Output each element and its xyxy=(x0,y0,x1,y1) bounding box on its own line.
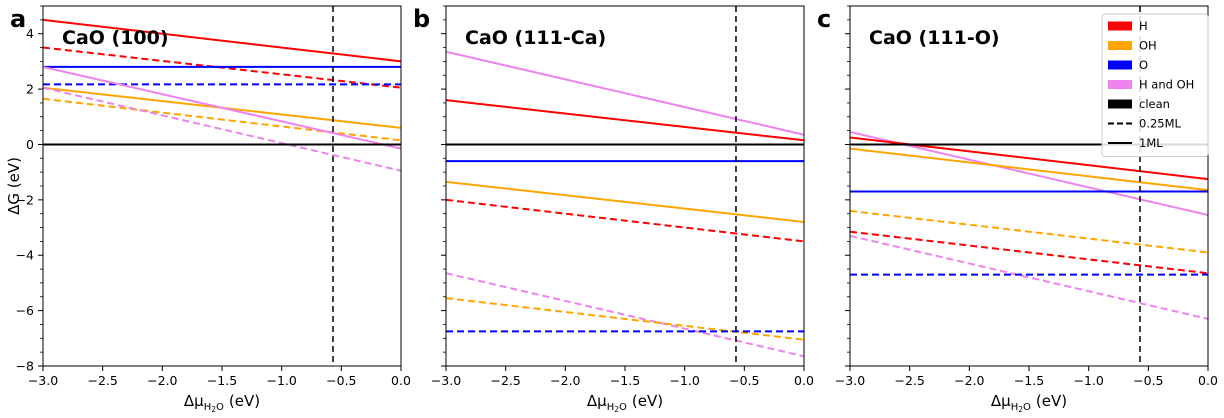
series-h-025ml-line xyxy=(446,198,804,243)
legend-oh-swatch xyxy=(1108,41,1132,50)
x-tick-label: −3.0 xyxy=(431,373,461,388)
legend-h-and-oh-label: H and OH xyxy=(1139,78,1194,92)
x-tick-label: 0.0 xyxy=(1198,373,1218,388)
x-tick-label: −2.0 xyxy=(550,373,580,388)
x-axis-label-main: Δμ xyxy=(184,392,204,410)
y-tick-label: −8 xyxy=(16,359,34,374)
panel-letter: c xyxy=(817,5,831,33)
series-oh-025ml-line xyxy=(43,97,401,142)
x-tick-label: 0.0 xyxy=(391,373,411,388)
legend-025ml-item: 0.25ML xyxy=(1108,117,1182,131)
x-axis-label-sub3: O xyxy=(216,402,224,413)
x-tick-label: −1.5 xyxy=(207,373,237,388)
x-tick-label: −1.5 xyxy=(610,373,640,388)
legend-1ml-label: 1ML xyxy=(1139,136,1163,150)
x-axis-label-sub: H xyxy=(204,402,212,413)
plot-area xyxy=(43,6,401,366)
legend-oh-label: OH xyxy=(1139,39,1157,53)
y-tick-label: −2 xyxy=(16,192,34,207)
x-axis-label-main: Δμ xyxy=(991,392,1011,410)
x-tick-label: −2.0 xyxy=(147,373,177,388)
legend-oh-item: OH xyxy=(1108,39,1157,53)
x-tick-label: −1.0 xyxy=(266,373,296,388)
y-tick-label: 2 xyxy=(26,82,34,97)
series-h-and-oh-1ml-line xyxy=(446,50,804,136)
series-oh-025ml-line xyxy=(446,297,804,341)
x-tick-label: 0.0 xyxy=(794,373,814,388)
x-axis-label-unit: (eV) xyxy=(229,392,260,410)
series-h-and-oh-1ml-line xyxy=(850,131,1208,217)
legend-clean-swatch xyxy=(1108,99,1132,109)
series-h-and-oh-1ml-line xyxy=(43,65,401,150)
y-tick-label: −4 xyxy=(16,248,34,263)
legend-o-label: O xyxy=(1139,58,1148,72)
legend-h-label: H xyxy=(1139,19,1148,33)
legend-h-swatch xyxy=(1108,21,1132,31)
x-axis-label-main: Δμ xyxy=(587,392,607,410)
x-tick-label: −2.5 xyxy=(87,373,117,388)
x-axis-label-sub3: O xyxy=(619,402,627,413)
series-oh-025ml-line xyxy=(850,209,1208,254)
panel-title: CaO (111-Ca) xyxy=(465,27,606,49)
panel-a: −3.0 −2.5 −2.0 −1.5 −1.0 −0.5 0.0 −8 −6 −4 −2 0 2 4 ΔG… xyxy=(5,5,411,414)
series-oh-1ml-line xyxy=(446,180,804,223)
x-axis-label: ΔμH2O (eV) xyxy=(184,392,260,414)
x-axis-label-sub2: 2 xyxy=(211,405,216,414)
x-axis-label-sub3: O xyxy=(1023,402,1031,413)
legend: H OH O H and OH clean 0.25ML 1ML xyxy=(1101,13,1209,157)
y-tick-label: −6 xyxy=(16,303,34,318)
x-tick-label: −1.0 xyxy=(669,373,699,388)
panel-letter: a xyxy=(10,5,26,33)
legend-025ml-label: 0.25ML xyxy=(1139,117,1182,131)
x-tick-label: −1.0 xyxy=(1073,373,1103,388)
x-axis-label: ΔμH2O (eV) xyxy=(991,392,1067,414)
legend-h-and-oh-swatch xyxy=(1108,80,1132,89)
legend-clean-item: clean xyxy=(1108,97,1170,111)
axes-frame xyxy=(445,5,805,367)
series-h-and-oh-025ml-line xyxy=(43,86,401,172)
x-tick-label: −2.0 xyxy=(954,373,984,388)
series-h-1ml-line xyxy=(446,99,804,142)
x-tick-label: −2.5 xyxy=(894,373,924,388)
legend-h-item: H xyxy=(1108,19,1148,33)
y-axis-label: ΔG (eV) xyxy=(5,157,23,215)
series-h-025ml-line xyxy=(850,230,1208,275)
x-axis-label-sub: H xyxy=(1011,402,1019,413)
y-tick-label: 4 xyxy=(26,26,34,41)
axes-frame xyxy=(42,5,402,367)
legend-o-item: O xyxy=(1108,58,1148,72)
x-tick-label: −1.5 xyxy=(1014,373,1044,388)
x-axis-label-sub2: 2 xyxy=(1018,405,1023,414)
x-tick-label: −3.0 xyxy=(28,373,58,388)
series-h-1ml-line xyxy=(43,18,401,63)
legend-o-swatch xyxy=(1108,60,1132,70)
legend-1ml-item: 1ML xyxy=(1108,136,1163,150)
x-tick-label: −0.5 xyxy=(1133,373,1163,388)
x-axis-label-unit: (eV) xyxy=(632,392,663,410)
x-tick-label: −3.0 xyxy=(835,373,865,388)
plot-area xyxy=(446,6,804,366)
y-tick-label: 0 xyxy=(26,137,34,152)
series-oh-1ml-line xyxy=(850,147,1208,192)
legend-clean-label: clean xyxy=(1139,97,1170,111)
x-axis-label-sub: H xyxy=(607,402,615,413)
x-tick-label: −0.5 xyxy=(326,373,356,388)
panel-letter: b xyxy=(413,5,430,33)
series-h-and-oh-025ml-line xyxy=(446,272,804,358)
x-axis-label-sub2: 2 xyxy=(614,405,619,414)
x-axis-label-unit: (eV) xyxy=(1036,392,1067,410)
panel-title: CaO (111-O) xyxy=(869,27,1000,49)
panel-title: CaO (100) xyxy=(62,27,169,49)
x-tick-label: −0.5 xyxy=(729,373,759,388)
x-axis-label: ΔμH2O (eV) xyxy=(587,392,663,414)
x-tick-label: −2.5 xyxy=(490,373,520,388)
series-h-and-oh-025ml-line xyxy=(850,234,1208,320)
legend-h-and-oh-item: H and OH xyxy=(1108,78,1194,92)
panel-b: −3.0 −2.5 −2.0 −1.5 −1.0 −0.5 0.0 ΔμH2O (eV) b CaO… xyxy=(413,5,814,414)
